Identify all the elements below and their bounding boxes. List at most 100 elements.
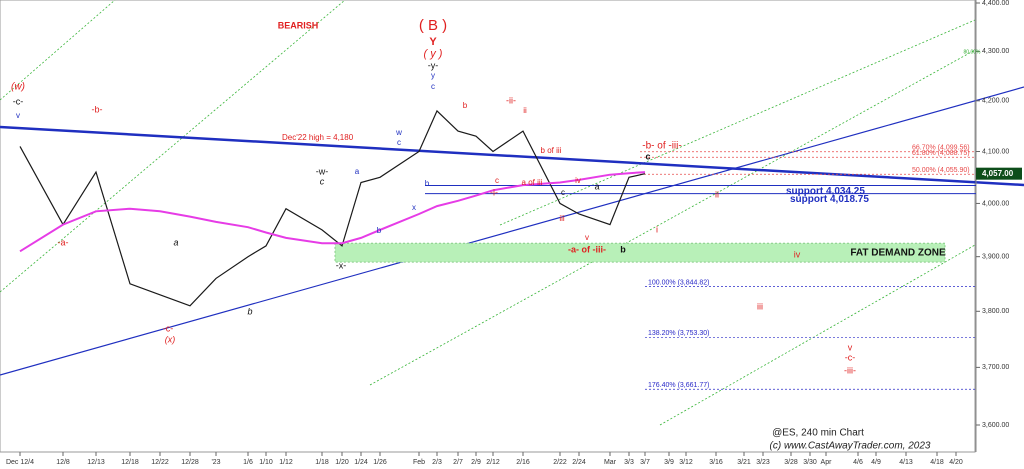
wave-label: ii	[715, 189, 719, 199]
fib-label: 61.80% (4,088.75)	[912, 150, 970, 157]
x-tick-label: 4/18	[930, 459, 944, 466]
wave-label: b	[377, 226, 382, 235]
channel-lines	[0, 0, 976, 426]
wave-label: -c-	[845, 352, 856, 362]
x-tick-label: 3/30	[803, 459, 817, 466]
wave-label: v	[16, 111, 20, 120]
x-tick-label: 3/23	[756, 459, 770, 466]
support-label: support 4,018.75	[790, 194, 869, 205]
wave-label: -y-	[428, 60, 439, 70]
y-tick-label: 4,000.00	[982, 200, 1009, 207]
x-tick-label: 4/13	[899, 459, 913, 466]
wave-label: -c-	[163, 323, 174, 333]
wave-label: b of iii	[541, 146, 562, 155]
y-tick-label: 3,800.00	[982, 308, 1009, 315]
wave-label: -i-	[490, 187, 498, 197]
demand-zone	[334, 242, 946, 263]
x-tick-label: 3/21	[737, 459, 751, 466]
zone-label: FAT DEMAND ZONE	[850, 247, 946, 258]
fib-label: 66.70% (4,099.56)	[912, 145, 970, 152]
fib-label: 100.00% (3,844.82)	[648, 279, 710, 286]
y-tick-label: 3,700.00	[982, 364, 1009, 371]
x-tick-label: 1/12	[279, 459, 293, 466]
last-price-tag	[976, 167, 1022, 180]
wave-label: i	[656, 224, 658, 234]
wave-label: a	[594, 181, 599, 191]
x-tick-label: 12/13	[87, 459, 105, 466]
x-tick-label: 2/22	[553, 459, 567, 466]
wave-label: a	[173, 237, 178, 247]
x-tick-label: 2/12	[486, 459, 500, 466]
x-tick-label: Mar	[604, 459, 617, 466]
x-tick-label: 3/9	[664, 459, 674, 466]
wave-label: b	[425, 179, 430, 188]
wave-label: (w)	[11, 82, 25, 93]
wave-label: iii	[757, 301, 763, 311]
x-tick-label: 2/16	[516, 459, 530, 466]
x-tick-label: 3/16	[709, 459, 723, 466]
fib-label: 176.40% (3,661.77)	[648, 382, 710, 389]
x-tick-label: 2/24	[572, 459, 586, 466]
wave-label: b	[463, 101, 468, 110]
wave-label: -c-	[13, 96, 24, 106]
x-tick-label: 12/28	[181, 459, 199, 466]
wave-label: v	[585, 233, 589, 242]
wave-label: c	[431, 82, 435, 91]
wave-label: -b-	[92, 104, 103, 114]
wave-label: b	[247, 306, 252, 316]
y-tick-label: 3,600.00	[982, 422, 1009, 429]
trend-line	[0, 125, 1024, 187]
wave-label: a	[355, 167, 360, 176]
wave-label: (x)	[165, 334, 176, 344]
x-tick-label: 4/6	[853, 459, 863, 466]
y-tick-label: 4,200.00	[982, 98, 1009, 105]
wave-label: -a-	[58, 237, 69, 247]
wave-label: (c) www.CastAwayTrader.com, 2023	[770, 441, 931, 452]
wave-label: -b- of -iii-	[642, 141, 681, 152]
wave-label: iv	[794, 249, 801, 259]
wave-label: y	[431, 71, 435, 80]
wave-label: c	[495, 176, 499, 185]
x-tick-label: 2/9	[471, 459, 481, 466]
support-label: support 4,034.25	[786, 186, 865, 197]
x-tick-label: 1/24	[354, 459, 368, 466]
fib-label: 138.20% (3,753.30)	[648, 330, 710, 337]
x-tick-label: 3/7	[640, 459, 650, 466]
x-tick-label: 4/20	[949, 459, 963, 466]
wave-label: ii	[523, 106, 527, 115]
x-tick-label: 1/6	[243, 459, 253, 466]
wave-label: ( B )	[419, 17, 447, 34]
wave-label: c	[645, 151, 650, 161]
wave-label: ( y )	[424, 48, 443, 60]
plot-area	[0, 0, 976, 453]
moving-average	[19, 171, 646, 253]
wave-label: b	[620, 244, 626, 254]
wave-label: c	[397, 138, 401, 147]
x-tick-label: 3/12	[679, 459, 693, 466]
y-tick-label: 4,300.00	[982, 48, 1009, 55]
x-tick-label: 12/22	[151, 459, 169, 466]
wave-label: a of iii	[522, 178, 543, 187]
wave-label: -iii-	[844, 365, 856, 375]
wave-label: @ES, 240 min Chart	[772, 428, 864, 439]
x-tick-label: 1/18	[315, 459, 329, 466]
x-tick-label: Feb	[413, 459, 425, 466]
trend-line	[0, 86, 1024, 376]
x-tick-label: 3/3	[624, 459, 634, 466]
fib-label: 50.00% (4,055.90)	[912, 167, 970, 174]
wave-label: v	[848, 342, 853, 352]
wave-label: Dec'22 high = 4,180	[282, 133, 354, 142]
wave-label: -a- of -iii-	[568, 244, 606, 254]
x-tick-label: 4/9	[871, 459, 881, 466]
x-tick-label: 1/20	[335, 459, 349, 466]
wave-label: w	[395, 128, 402, 137]
x-tick-label: 1/10	[259, 459, 273, 466]
x-tick-label: Dec 12/4	[6, 459, 34, 466]
wave-label: c	[561, 188, 565, 197]
wave-label: iv	[575, 176, 581, 185]
x-tick-label: '23	[211, 459, 220, 466]
y-tick-label: 3,900.00	[982, 254, 1009, 261]
x-tick-label: Apr	[821, 459, 833, 466]
x-tick-label: 12/18	[121, 459, 139, 466]
